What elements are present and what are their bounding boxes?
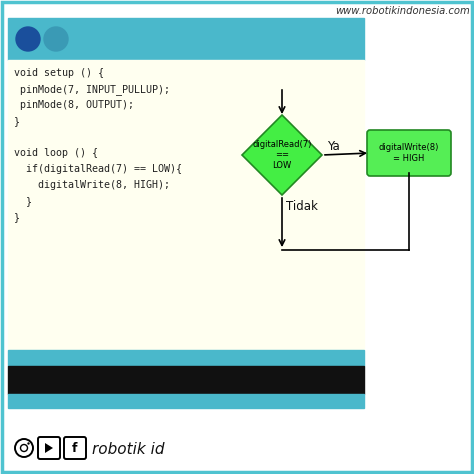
Text: digitalWrite(8, HIGH);: digitalWrite(8, HIGH); bbox=[14, 180, 170, 190]
Circle shape bbox=[44, 27, 68, 51]
FancyBboxPatch shape bbox=[38, 437, 60, 459]
Text: void loop () {: void loop () { bbox=[14, 148, 98, 158]
Text: if(digitalRead(7) == LOW){: if(digitalRead(7) == LOW){ bbox=[14, 164, 182, 174]
Circle shape bbox=[16, 27, 40, 51]
Bar bbox=[8, 18, 364, 60]
Text: Tidak: Tidak bbox=[286, 201, 318, 213]
Polygon shape bbox=[242, 115, 322, 195]
Text: }: } bbox=[14, 116, 20, 126]
Bar bbox=[8, 60, 364, 350]
Text: pinMode(8, OUTPUT);: pinMode(8, OUTPUT); bbox=[14, 100, 134, 110]
Text: void setup () {: void setup () { bbox=[14, 68, 104, 78]
Text: robotik id: robotik id bbox=[92, 441, 164, 456]
Text: digitalRead(7)
==
LOW: digitalRead(7) == LOW bbox=[252, 140, 312, 170]
Text: digitalWrite(8)
= HIGH: digitalWrite(8) = HIGH bbox=[379, 143, 439, 163]
Bar bbox=[8, 394, 364, 408]
FancyBboxPatch shape bbox=[64, 437, 86, 459]
Text: pinMode(7, INPUT_PULLUP);: pinMode(7, INPUT_PULLUP); bbox=[14, 84, 170, 95]
Text: f: f bbox=[72, 443, 78, 456]
Text: www.robotikindonesia.com: www.robotikindonesia.com bbox=[335, 6, 470, 16]
Bar bbox=[8, 366, 364, 394]
Text: Ya: Ya bbox=[327, 140, 340, 154]
FancyBboxPatch shape bbox=[367, 130, 451, 176]
Circle shape bbox=[27, 442, 30, 445]
Text: }: } bbox=[14, 196, 32, 206]
Text: }: } bbox=[14, 212, 20, 222]
Polygon shape bbox=[45, 443, 53, 453]
Bar bbox=[8, 350, 364, 366]
